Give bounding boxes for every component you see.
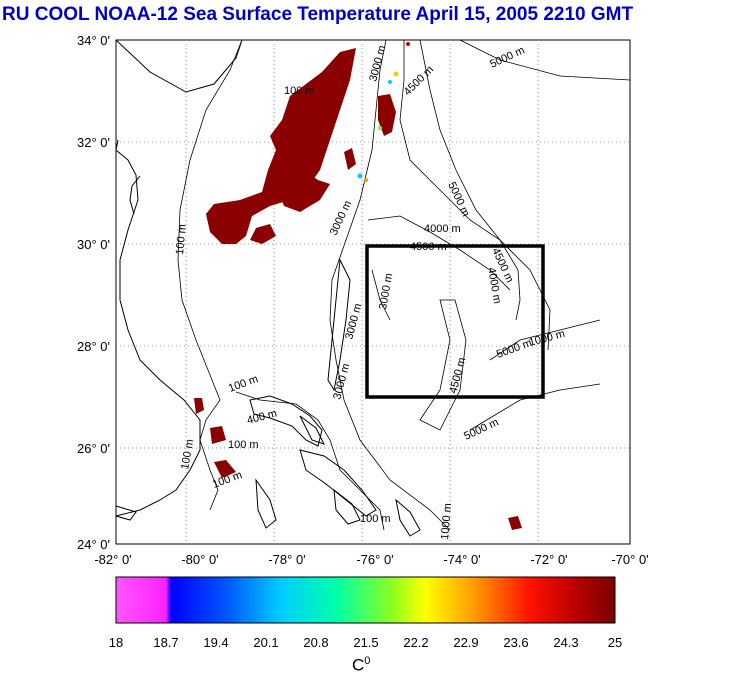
colorbar-unit-sup: 0 (364, 655, 371, 667)
colorbar-unit: C0 (352, 655, 370, 676)
lon-tick-label: -74° 0' (443, 552, 480, 567)
lon-tick-label: -72° 0' (530, 552, 567, 567)
colorbar-tick-label: 19.4 (203, 635, 228, 650)
lat-tick-label: 30° 0' (77, 237, 110, 252)
map-title: RU COOL NOAA-12 Sea Surface Temperature … (2, 4, 634, 25)
map-grid (116, 40, 630, 544)
colorbar-tick-label: 18 (109, 635, 123, 650)
contour-label: 4000 m (424, 223, 461, 235)
lon-tick-label: -76° 0' (356, 552, 393, 567)
lon-tick-label: -70° 0' (611, 552, 648, 567)
lon-axis: -82° 0' -80° 0' -78° 0' -76° 0' -74° 0' … (94, 552, 648, 567)
colorbar-tick-label: 18.7 (153, 635, 178, 650)
lat-tick-label: 34° 0' (77, 33, 110, 48)
lat-tick-label: 32° 0' (77, 135, 110, 150)
colorbar-ticks: 18 18.7 19.4 20.1 20.8 21.5 22.2 22.9 23… (109, 635, 622, 650)
contour-label: 100 m (174, 224, 189, 256)
colorbar-tick-label: 24.3 (553, 635, 578, 650)
colorbar-tick-label: 22.2 (403, 635, 428, 650)
contour-label: 4500 m (410, 241, 447, 253)
colorbar-tick-label: 22.9 (453, 635, 478, 650)
colorbar-tick-label: 23.6 (503, 635, 528, 650)
colorbar-unit-letter: C (352, 655, 365, 675)
colorbar-tick-label: 25 (608, 635, 622, 650)
contour-label: 100 m (360, 513, 391, 525)
colorbar-tick-label: 20.8 (303, 635, 328, 650)
contour-label: 1000 m (439, 503, 454, 541)
contour-label: 100 m (228, 439, 259, 451)
lon-tick-label: -78° 0' (268, 552, 305, 567)
lon-tick-label: -82° 0' (94, 552, 131, 567)
colorbar (115, 576, 616, 624)
contour-label: 100 m (179, 438, 196, 470)
colorbar-tick-label: 21.5 (353, 635, 378, 650)
contour-label: 100 m (284, 85, 315, 97)
study-region-box (365, 244, 545, 399)
contour-100m (177, 39, 385, 531)
lon-tick-label: -80° 0' (181, 552, 218, 567)
sst-specks (357, 42, 410, 182)
coastline (115, 39, 243, 521)
bahamas-banks (249, 258, 421, 537)
map-frame (115, 39, 631, 545)
sst-patches (194, 48, 522, 530)
lat-axis: 34° 0' 32° 0' 30° 0' 28° 0' 26° 0' 24° 0… (77, 33, 110, 552)
lat-tick-label: 28° 0' (77, 339, 110, 354)
lat-tick-label: 26° 0' (77, 441, 110, 456)
colorbar-tick-label: 20.1 (253, 635, 278, 650)
lat-tick-label: 24° 0' (77, 537, 110, 552)
